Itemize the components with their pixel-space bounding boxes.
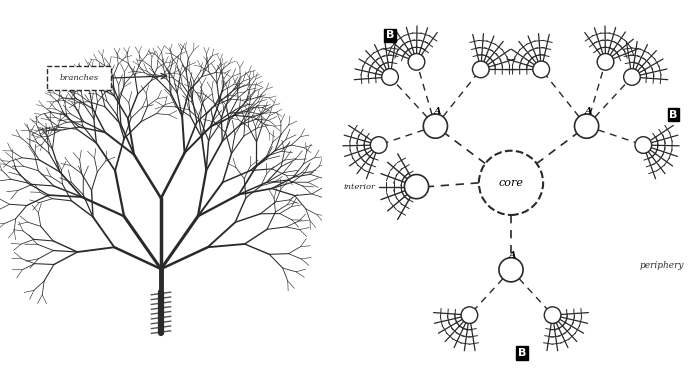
Circle shape (424, 114, 447, 138)
Circle shape (473, 61, 489, 78)
Circle shape (479, 151, 543, 215)
Circle shape (575, 114, 598, 138)
Text: A: A (433, 107, 441, 116)
FancyBboxPatch shape (47, 66, 111, 90)
Circle shape (382, 69, 398, 85)
Circle shape (499, 257, 523, 282)
Circle shape (597, 54, 614, 70)
Circle shape (408, 54, 425, 70)
Circle shape (533, 61, 550, 78)
Circle shape (461, 307, 477, 323)
Text: interior: interior (344, 182, 376, 191)
Text: branches: branches (60, 74, 99, 82)
Text: B: B (669, 110, 678, 120)
Text: A: A (584, 107, 592, 116)
Text: A: A (509, 251, 517, 260)
Circle shape (624, 69, 641, 85)
Circle shape (405, 175, 428, 199)
Text: core: core (498, 178, 524, 188)
Circle shape (635, 137, 652, 153)
Text: B: B (386, 31, 394, 40)
Circle shape (545, 307, 561, 323)
Circle shape (370, 137, 387, 153)
Text: periphery: periphery (640, 262, 685, 270)
Text: B: B (518, 348, 526, 358)
